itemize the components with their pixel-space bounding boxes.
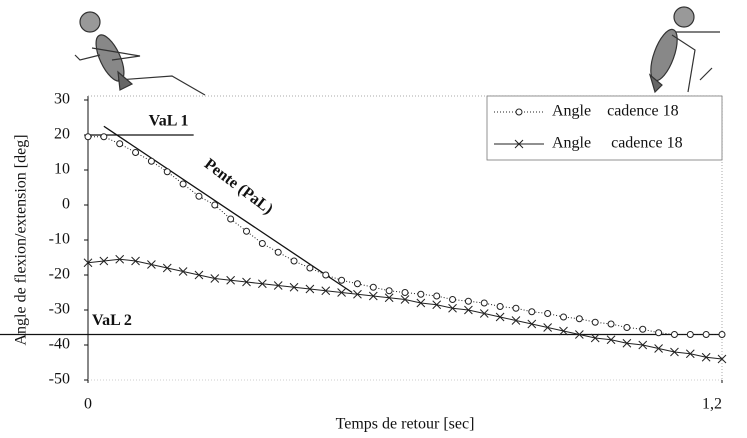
legend-label: Angle cadence 18 — [552, 135, 683, 152]
figure-left — [75, 12, 205, 95]
y-tick-label: 30 — [54, 91, 70, 108]
marker — [624, 325, 630, 331]
y-tick-label: -30 — [49, 301, 70, 318]
chart: Temps de retour [sec] Angle de flexion/e… — [0, 0, 747, 438]
marker — [291, 258, 297, 264]
marker — [275, 249, 281, 255]
marker — [402, 290, 408, 296]
marker — [323, 272, 329, 278]
marker — [640, 326, 646, 332]
marker — [497, 304, 503, 310]
marker — [179, 268, 187, 276]
y-axis-label: Angle de flexion/extension [deg] — [13, 134, 30, 345]
marker — [656, 330, 662, 336]
marker — [576, 316, 582, 322]
marker — [418, 291, 424, 297]
marker — [180, 181, 186, 187]
annotation-label: VaL 1 — [149, 113, 189, 130]
marker — [608, 321, 614, 327]
marker — [434, 293, 440, 299]
y-tick-label: -10 — [49, 231, 70, 248]
marker — [655, 345, 663, 353]
marker — [513, 305, 519, 311]
marker — [592, 319, 598, 325]
marker — [512, 317, 520, 325]
marker — [671, 332, 677, 338]
annotation-line — [104, 126, 352, 292]
marker — [465, 298, 471, 304]
marker — [147, 261, 155, 269]
marker — [386, 288, 392, 294]
legend-label: Angle cadence 18 — [552, 103, 679, 120]
marker — [544, 324, 552, 332]
marker — [101, 134, 107, 140]
marker — [354, 281, 360, 287]
marker — [195, 271, 203, 279]
marker — [370, 284, 376, 290]
marker — [164, 169, 170, 175]
y-tick-label: -40 — [49, 336, 70, 353]
marker — [259, 241, 265, 247]
marker — [148, 158, 154, 164]
marker — [450, 297, 456, 303]
annotation-label: Pente (PaL) — [201, 155, 276, 218]
y-tick-label: -20 — [49, 266, 70, 283]
marker — [560, 327, 568, 335]
marker — [85, 134, 91, 140]
marker — [561, 314, 567, 320]
marker — [117, 141, 123, 147]
y-tick-label: 10 — [54, 161, 70, 178]
marker — [528, 320, 536, 328]
marker — [196, 193, 202, 199]
marker — [228, 216, 234, 222]
figure-right — [645, 7, 720, 92]
marker — [687, 332, 693, 338]
marker — [529, 309, 535, 315]
series-line — [88, 137, 722, 335]
y-tick-label: 20 — [54, 126, 70, 143]
marker — [496, 313, 504, 321]
marker — [703, 332, 709, 338]
marker — [212, 202, 218, 208]
marker — [307, 265, 313, 271]
legend-marker — [516, 109, 522, 115]
marker — [481, 300, 487, 306]
x-tick-label: 0 — [84, 396, 92, 413]
annotation-label: VaL 2 — [92, 312, 132, 329]
x-tick-label: 1,2 — [702, 396, 722, 413]
marker — [244, 228, 250, 234]
x-axis-label: Temps de retour [sec] — [336, 416, 475, 433]
y-tick-label: -50 — [49, 371, 70, 388]
series-line — [88, 259, 722, 359]
y-tick-label: 0 — [62, 196, 70, 213]
marker — [545, 311, 551, 317]
marker — [339, 277, 345, 283]
marker — [719, 332, 725, 338]
marker — [163, 264, 171, 272]
marker — [480, 310, 488, 318]
marker — [133, 150, 139, 156]
